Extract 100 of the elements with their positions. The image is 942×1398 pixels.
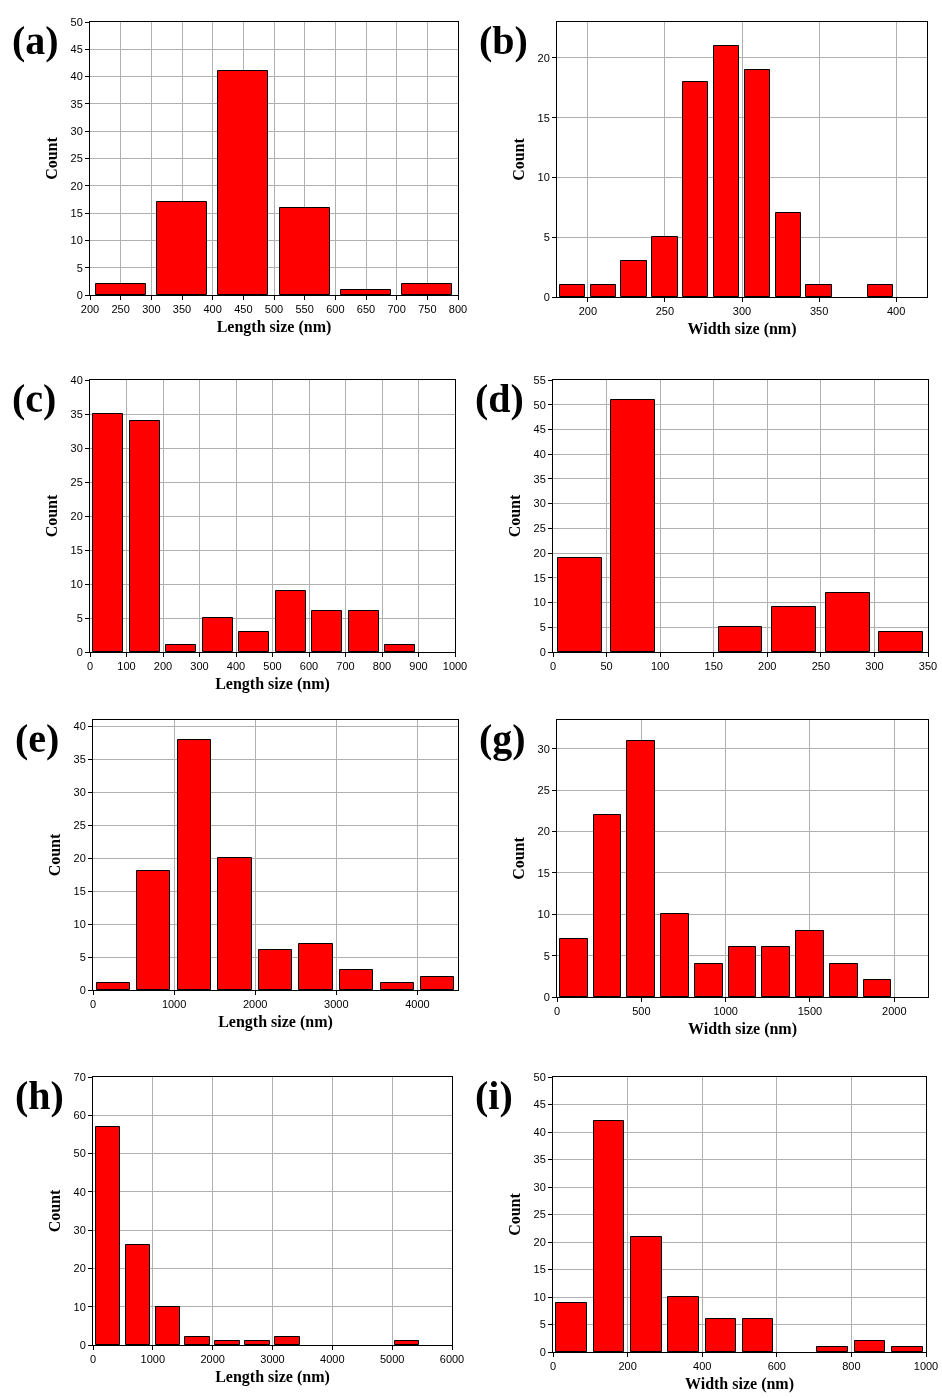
x-tick-label: 1000 xyxy=(442,660,468,673)
y-tick-label: 35 xyxy=(533,1153,546,1166)
y-tick-label: 15 xyxy=(537,866,550,879)
y-tick-label: 60 xyxy=(73,1109,86,1122)
y-tick-label: 40 xyxy=(533,448,546,461)
x-tick-label: 200 xyxy=(80,303,100,316)
y-tick-label: 20 xyxy=(533,1235,546,1248)
y-tick-label: 0 xyxy=(539,645,546,658)
x-tick-label: 4000 xyxy=(405,998,430,1011)
y-tick-label: 0 xyxy=(79,1338,86,1351)
y-tick-label: 10 xyxy=(73,918,86,930)
y-tick-label: 5 xyxy=(543,231,550,244)
y-tick-label: 5 xyxy=(76,261,83,274)
y-tick-label: 30 xyxy=(537,742,550,755)
x-tick-label: 400 xyxy=(203,303,222,316)
y-tick-label: 35 xyxy=(73,753,86,766)
chart-title: (h) xyxy=(15,1073,64,1118)
x-tick-label: 0 xyxy=(89,998,97,1011)
x-tick-label: 500 xyxy=(263,660,282,673)
y-tick-label: 50 xyxy=(70,15,83,28)
y-axis-title: Count xyxy=(43,136,61,180)
y-tick-label: 10 xyxy=(533,596,546,609)
y-tick-label: 5 xyxy=(543,949,550,962)
y-tick-label: 5 xyxy=(76,611,83,624)
x-axis-title: Length size (nm) xyxy=(215,1367,330,1386)
x-tick-label: 3000 xyxy=(260,1353,285,1366)
y-tick-label: 0 xyxy=(543,290,550,303)
y-tick-label: 0 xyxy=(79,983,86,996)
x-tick-label: 1000 xyxy=(161,998,187,1011)
x-axis-title: Width size (nm) xyxy=(687,1019,798,1038)
y-tick-label: 30 xyxy=(70,125,83,138)
y-tick-label: 0 xyxy=(539,1345,546,1358)
chart-title: (i) xyxy=(475,1073,513,1118)
x-tick-label: 450 xyxy=(234,303,253,316)
chart-title: (g) xyxy=(479,716,526,761)
y-tick-label: 10 xyxy=(73,1300,86,1313)
x-tick-label: 300 xyxy=(142,303,161,316)
y-tick-label: 45 xyxy=(533,1098,546,1111)
y-tick-label: 5 xyxy=(79,950,86,963)
x-tick-label: 500 xyxy=(632,1005,651,1018)
x-tick-label: 800 xyxy=(448,303,468,316)
y-tick-label: 15 xyxy=(73,885,86,898)
x-tick-label: 1000 xyxy=(140,1353,166,1366)
y-tick-label: 70 xyxy=(73,1070,86,1083)
y-tick-label: 25 xyxy=(533,522,546,535)
y-tick-label: 25 xyxy=(70,475,83,488)
y-axis-title: Count xyxy=(43,493,61,538)
y-tick-label: 15 xyxy=(70,206,83,219)
x-axis-title: Width size (nm) xyxy=(684,1374,795,1393)
x-tick-label: 750 xyxy=(418,303,437,316)
x-tick-label: 1500 xyxy=(797,1005,823,1018)
y-tick-label: 10 xyxy=(537,908,550,921)
y-tick-label: 40 xyxy=(533,1125,546,1138)
y-tick-label: 0 xyxy=(76,288,83,301)
y-tick-label: 10 xyxy=(537,171,550,184)
x-tick-label: 350 xyxy=(172,303,192,316)
x-tick-label: 1000 xyxy=(913,1360,939,1373)
x-tick-label: 6000 xyxy=(439,1353,465,1366)
x-tick-label: 350 xyxy=(918,660,938,673)
x-tick-label: 100 xyxy=(650,660,670,673)
chart-title: (a) xyxy=(12,18,59,63)
y-tick-label: 20 xyxy=(537,51,550,64)
y-tick-label: 40 xyxy=(70,373,83,386)
y-tick-label: 20 xyxy=(533,546,546,559)
x-tick-label: 4000 xyxy=(320,1353,345,1366)
x-axis-title: Width size (nm) xyxy=(687,319,797,338)
y-tick-label: 25 xyxy=(533,1208,546,1221)
x-tick-label: 0 xyxy=(89,1353,97,1366)
y-tick-label: 20 xyxy=(73,852,86,865)
x-tick-label: 600 xyxy=(326,303,345,316)
y-tick-label: 30 xyxy=(73,1223,86,1236)
x-tick-label: 500 xyxy=(264,303,284,316)
x-tick-label: 200 xyxy=(153,660,173,673)
x-tick-label: 800 xyxy=(842,1360,861,1373)
y-tick-label: 25 xyxy=(537,784,550,797)
x-tick-label: 300 xyxy=(732,305,752,318)
x-tick-label: 400 xyxy=(886,305,906,318)
y-axis-title: Count xyxy=(506,493,524,538)
x-tick-label: 300 xyxy=(190,660,209,673)
y-axis-title: Count xyxy=(46,1188,64,1233)
x-tick-label: 250 xyxy=(111,303,130,316)
x-tick-label: 900 xyxy=(409,660,428,673)
x-axis-title: Length size (nm) xyxy=(216,317,332,336)
x-tick-label: 5000 xyxy=(379,1353,405,1366)
y-tick-label: 35 xyxy=(533,472,546,485)
y-tick-label: 30 xyxy=(533,1180,546,1193)
x-tick-label: 200 xyxy=(758,660,777,673)
y-tick-label: 50 xyxy=(73,1147,86,1160)
y-tick-label: 25 xyxy=(73,819,86,832)
x-tick-label: 2000 xyxy=(242,998,268,1011)
y-tick-label: 10 xyxy=(533,1290,546,1303)
x-tick-label: 250 xyxy=(655,305,675,318)
y-tick-label: 10 xyxy=(70,234,83,247)
y-tick-label: 20 xyxy=(70,509,83,522)
y-tick-label: 30 xyxy=(70,441,83,454)
y-tick-label: 30 xyxy=(533,497,546,510)
x-tick-label: 700 xyxy=(336,660,355,673)
y-tick-label: 50 xyxy=(533,398,546,411)
x-tick-label: 100 xyxy=(117,660,136,673)
x-tick-label: 50 xyxy=(600,660,613,673)
